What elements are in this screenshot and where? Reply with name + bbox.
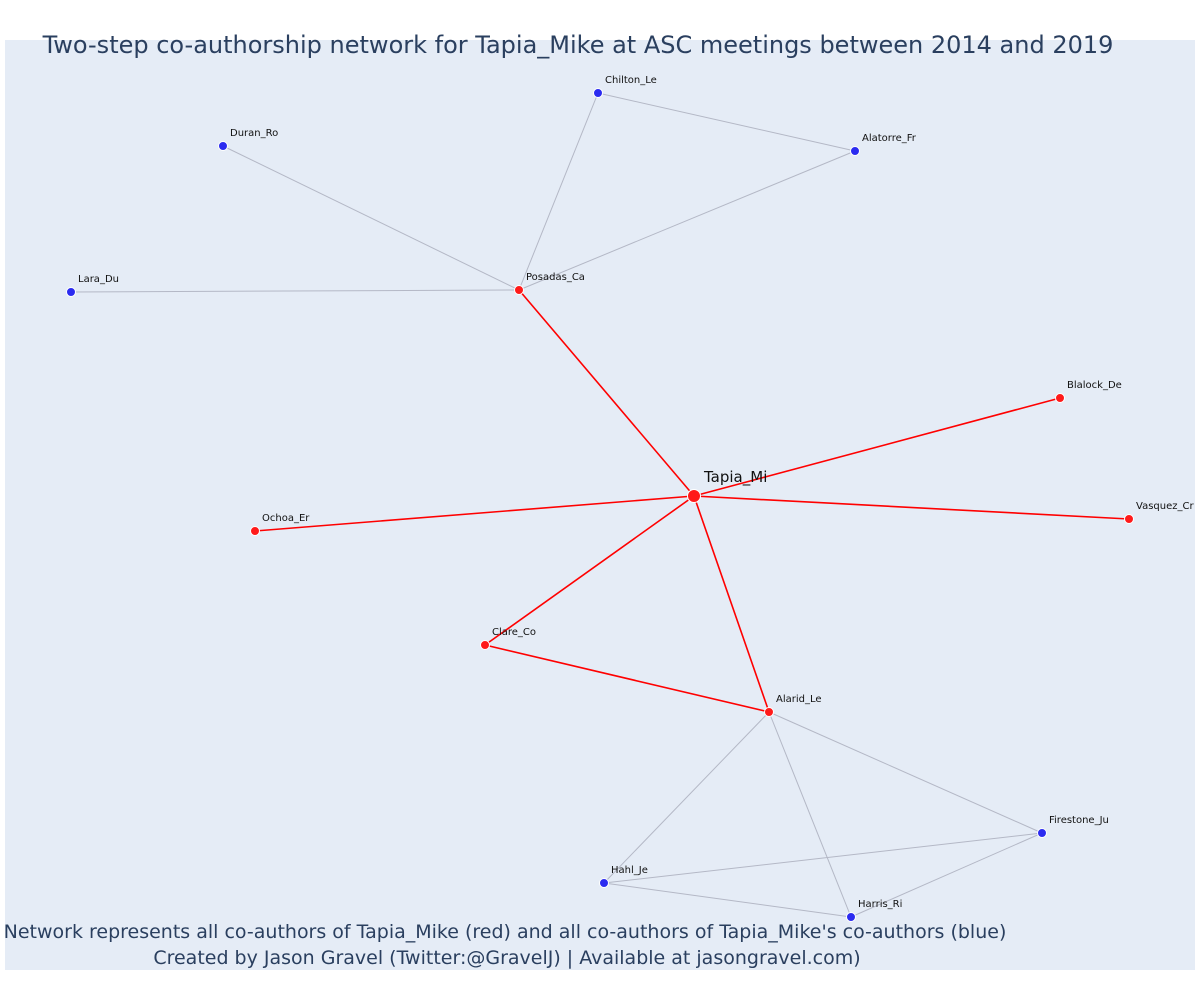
node-Vasquez_Cr[interactable] xyxy=(1124,514,1134,524)
node-Harris_Ri[interactable] xyxy=(846,912,856,922)
edge-Posadas_Ca-Chilton_Le xyxy=(518,92,599,291)
edge-Posadas_Ca-Duran_Ro xyxy=(222,145,520,291)
caption-line-1: Network represents all co-authors of Tap… xyxy=(4,921,1007,943)
node-Clare_Co[interactable] xyxy=(480,640,490,650)
node-Duran_Ro[interactable] xyxy=(218,141,228,151)
node-label-Lara_Du: Lara_Du xyxy=(78,274,119,285)
edge-Tapia_Mi-Blalock_De xyxy=(693,397,1061,497)
edge-Hahl_Je-Harris_Ri xyxy=(603,882,852,918)
edge-Alarid_Le-Harris_Ri xyxy=(768,711,852,918)
node-label-Ochoa_Er: Ochoa_Er xyxy=(262,513,310,524)
edge-Hahl_Je-Firestone_Ju xyxy=(603,832,1043,884)
node-label-Clare_Co: Clare_Co xyxy=(492,627,536,638)
node-Firestone_Ju[interactable] xyxy=(1037,828,1047,838)
node-label-Tapia_Mi: Tapia_Mi xyxy=(703,468,767,487)
node-Alatorre_Fr[interactable] xyxy=(850,146,860,156)
node-label-Duran_Ro: Duran_Ro xyxy=(230,128,278,139)
node-label-Chilton_Le: Chilton_Le xyxy=(605,75,657,86)
node-Chilton_Le[interactable] xyxy=(593,88,603,98)
edge-Clare_Co-Alarid_Le xyxy=(484,644,770,713)
node-label-Alarid_Le: Alarid_Le xyxy=(776,694,822,705)
chart-title: Two-step co-authorship network for Tapia… xyxy=(42,31,1114,59)
node-Posadas_Ca[interactable] xyxy=(514,285,524,295)
edge-Harris_Ri-Firestone_Ju xyxy=(850,832,1043,918)
node-label-Posadas_Ca: Posadas_Ca xyxy=(526,272,585,283)
node-Tapia_Mi[interactable] xyxy=(687,489,701,503)
node-Lara_Du[interactable] xyxy=(66,287,76,297)
edge-Alarid_Le-Firestone_Ju xyxy=(768,711,1043,834)
edge-Alarid_Le-Hahl_Je xyxy=(603,711,770,884)
node-Hahl_Je[interactable] xyxy=(599,878,609,888)
node-Alarid_Le[interactable] xyxy=(764,707,774,717)
node-Blalock_De[interactable] xyxy=(1055,393,1065,403)
edge-Tapia_Mi-Vasquez_Cr xyxy=(693,495,1130,520)
edge-Tapia_Mi-Clare_Co xyxy=(484,495,695,646)
node-label-Harris_Ri: Harris_Ri xyxy=(858,899,902,910)
node-label-Blalock_De: Blalock_De xyxy=(1067,380,1122,391)
edge-Posadas_Ca-Alatorre_Fr xyxy=(518,150,856,291)
edges-layer xyxy=(70,92,1130,918)
node-label-Alatorre_Fr: Alatorre_Fr xyxy=(862,133,917,144)
node-label-Hahl_Je: Hahl_Je xyxy=(611,865,648,876)
edge-Chilton_Le-Alatorre_Fr xyxy=(597,92,856,152)
node-label-Vasquez_Cr: Vasquez_Cr xyxy=(1136,501,1194,512)
edge-Tapia_Mi-Alarid_Le xyxy=(693,495,770,713)
caption-line-2: Created by Jason Gravel (Twitter:@Gravel… xyxy=(153,947,860,969)
node-Ochoa_Er[interactable] xyxy=(250,526,260,536)
edge-Tapia_Mi-Posadas_Ca xyxy=(518,289,695,497)
plot-background xyxy=(5,40,1195,970)
nodes-layer xyxy=(66,88,1134,922)
labels-layer: Tapia_Mi Posadas_Ca Blalock_De Vasquez_Cr Oc… xyxy=(78,75,1194,910)
node-label-Firestone_Ju: Firestone_Ju xyxy=(1049,815,1109,826)
edge-Posadas_Ca-Lara_Du xyxy=(70,289,520,293)
edge-Tapia_Mi-Ochoa_Er xyxy=(254,495,695,532)
